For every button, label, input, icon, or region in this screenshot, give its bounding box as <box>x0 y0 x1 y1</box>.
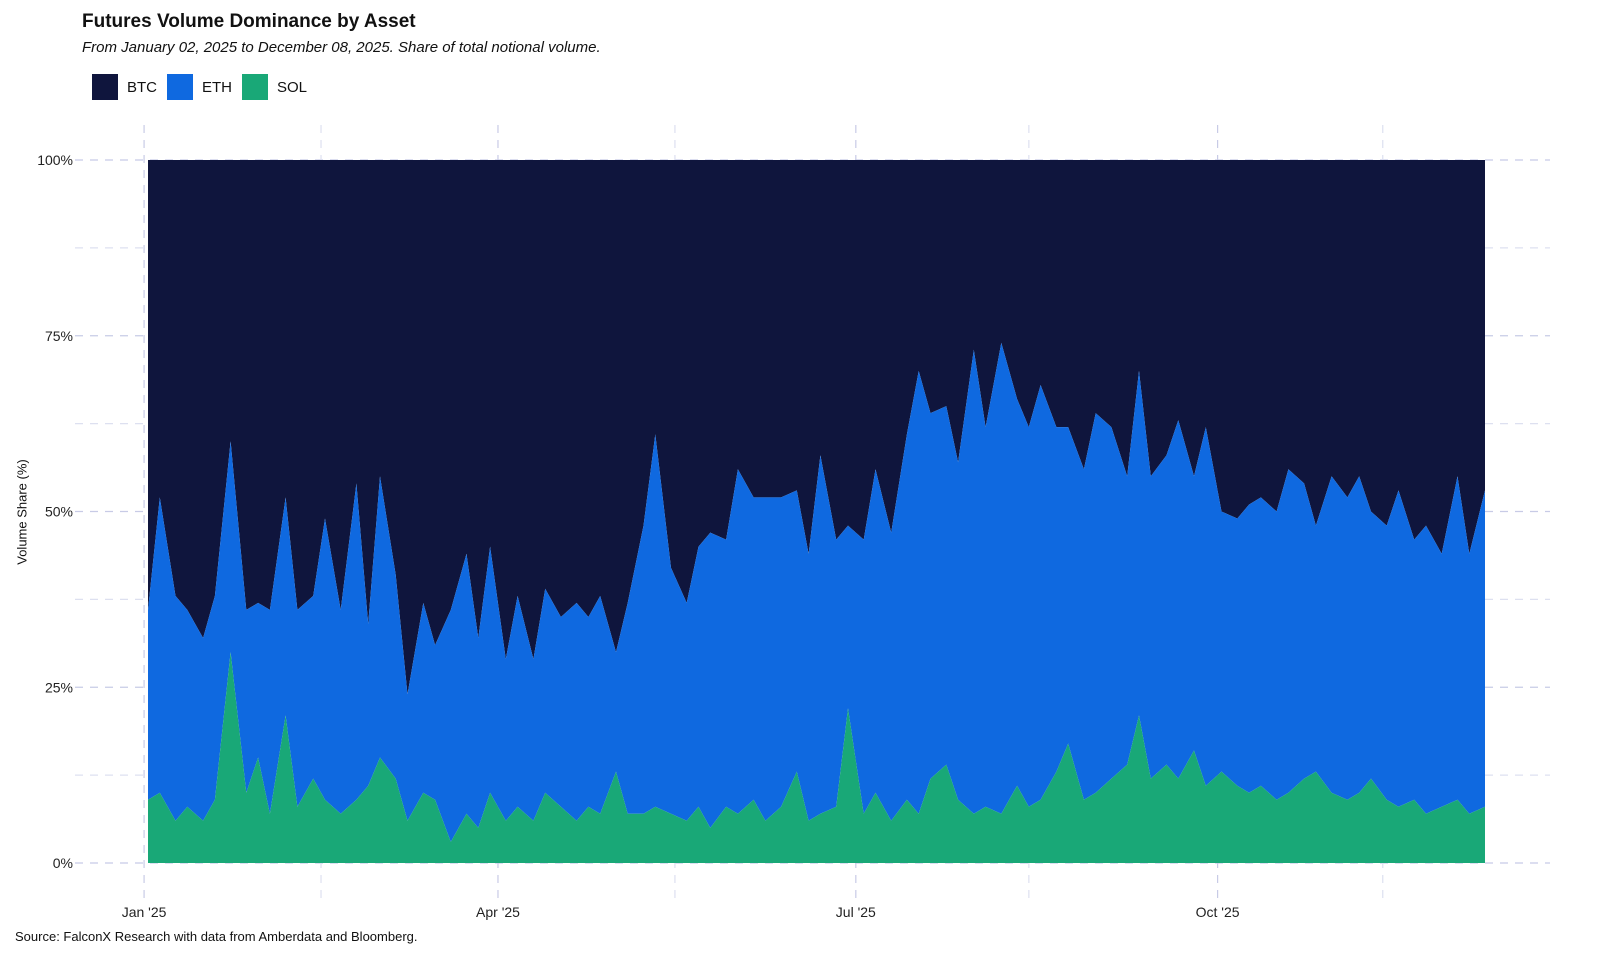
chart-subtitle: From January 02, 2025 to December 08, 20… <box>82 39 601 56</box>
legend-label-sol: SOL <box>277 78 308 96</box>
legend: BTC ETH SOL <box>92 74 317 100</box>
y-tick-label: 0% <box>53 855 73 871</box>
x-tick-label: Oct '25 <box>1196 904 1240 920</box>
y-tick-label: 50% <box>45 504 73 520</box>
legend-item-sol: SOL <box>242 74 307 100</box>
y-tick-label: 100% <box>37 152 73 168</box>
y-axis-label: Volume Share (%) <box>14 459 30 565</box>
areas <box>148 160 1485 863</box>
chart-title: Futures Volume Dominance by Asset <box>82 11 416 32</box>
legend-key-btc <box>92 74 118 100</box>
area-sol <box>148 652 1485 863</box>
y-tick-label: 75% <box>45 328 73 344</box>
y-tick-label: 25% <box>45 679 73 695</box>
x-tick-label: Jan '25 <box>122 904 167 920</box>
source-note: Source: FalconX Research with data from … <box>15 929 418 944</box>
x-axis-ticks: Jan '25 Apr '25 Jul '25 Oct '25 <box>122 904 1240 920</box>
legend-item-eth: ETH <box>167 74 232 100</box>
area-eth <box>148 342 1485 842</box>
legend-key-eth <box>167 74 193 100</box>
legend-key-sol <box>242 74 268 100</box>
legend-label-eth: ETH <box>202 78 232 96</box>
legend-label-btc: BTC <box>127 78 157 96</box>
area-btc <box>148 160 1485 695</box>
y-axis-ticks: 0% 25% 50% 75% 100% <box>37 152 73 871</box>
x-tick-label: Apr '25 <box>476 904 520 920</box>
x-tick-label: Jul '25 <box>836 904 876 920</box>
legend-item-btc: BTC <box>92 74 157 100</box>
